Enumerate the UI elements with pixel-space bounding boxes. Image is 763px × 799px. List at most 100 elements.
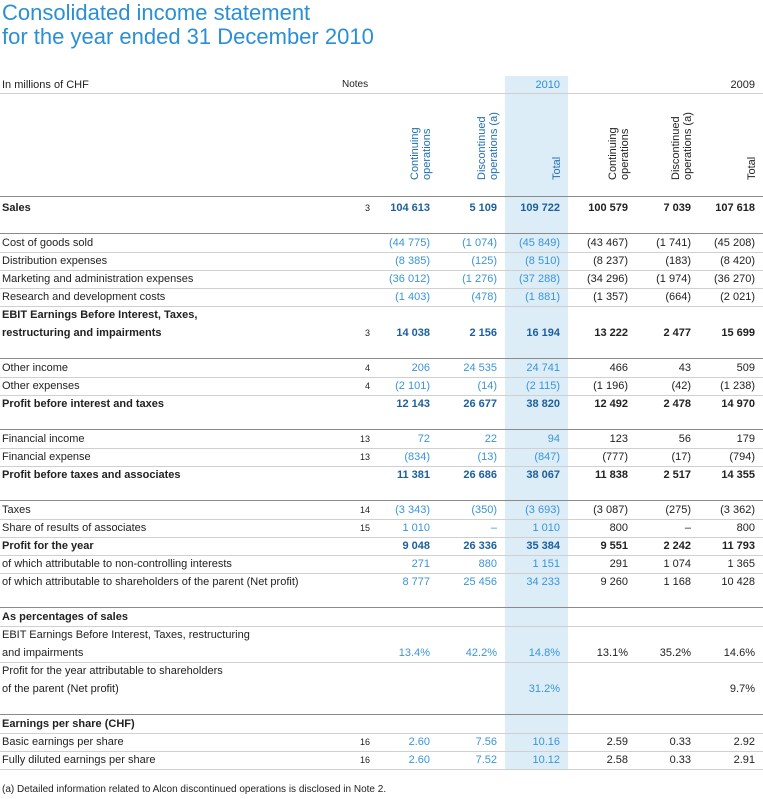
cell: 8 777 [402,576,430,588]
note: 3 [364,203,370,213]
cell: 24 741 [526,362,560,374]
year-header: 2009 [730,79,755,91]
cell: 1 151 [532,558,560,570]
cell: (2 101) [395,380,430,392]
cell: 13.4% [398,647,430,659]
cell: (1 276) [462,273,497,285]
cell: (13) [477,451,497,463]
cell: 43 [678,362,691,374]
note: 4 [364,381,370,391]
cell: 271 [411,558,430,570]
footnote: (a) Detailed information related to Alco… [2,784,387,795]
cell: 56 [678,433,691,445]
cell: 15 699 [721,327,755,339]
row-label: Distribution expenses [2,255,108,267]
cell: (3 693) [525,504,560,516]
row-label: Other expenses [2,380,80,392]
cell: – [684,522,691,534]
row-label: of which attributable to shareholders of… [2,576,299,588]
row-label: Profit before interest and taxes [2,398,164,410]
row-rule [0,751,763,752]
row-label: Earnings per share (CHF) [2,718,135,730]
row-label: Sales [2,202,31,214]
cell: (14) [477,380,497,392]
row-label: Profit for the year attributable to shar… [2,665,223,677]
cell: (8 510) [525,255,560,267]
cell: (2 115) [525,380,560,392]
cell: 24 535 [463,362,497,374]
cell: 2.60 [408,754,430,766]
cell: 11 793 [721,540,755,552]
cell: (17) [671,451,691,463]
cell: 100 579 [588,202,628,214]
row-label: restructuring and impairments [2,327,162,339]
cell: 14.6% [723,647,755,659]
cell: 14 970 [721,398,755,410]
cell: 2.58 [606,754,628,766]
row-label: Financial income [2,433,85,445]
row-label: Fully diluted earnings per share [2,754,156,766]
cell: (36 012) [389,273,430,285]
cell: 1 074 [663,558,691,570]
row-label: and impairments [2,647,84,659]
cell: (1 974) [656,273,691,285]
row-rule [0,395,763,396]
note: 13 [359,434,370,444]
section-rule [0,358,763,359]
cell: (847) [534,451,560,463]
cell: 26 336 [463,540,497,552]
cell: (1 074) [462,237,497,249]
row-label: Financial expense [2,451,91,463]
cell: 107 618 [715,202,755,214]
row-label: EBIT Earnings Before Interest, Taxes, re… [2,629,250,641]
row-label: Profit before taxes and associates [2,469,181,481]
rule [0,196,763,197]
cell: 104 613 [390,202,430,214]
cell: – [490,522,497,534]
cell: 7 039 [663,202,691,214]
row-label: Marketing and administration expenses [2,273,194,285]
cell: 35 384 [526,540,560,552]
row-rule [0,270,763,271]
rule [0,93,763,94]
note: 4 [364,363,370,373]
section-rule [0,500,763,501]
column-header: Total [746,156,758,180]
note: 15 [359,523,370,533]
section-rule [0,714,763,715]
cell: 9 551 [600,540,628,552]
cell: 14.8% [528,647,560,659]
cell: 2.59 [606,736,628,748]
note: 16 [359,737,370,747]
cell: 5 109 [469,202,497,214]
cell: (1 403) [395,291,430,303]
row-label: of which attributable to non-controlling… [2,558,232,570]
year-header: 2010 [535,79,560,91]
cell: 509 [736,362,755,374]
cell: 94 [547,433,560,445]
column-header: Continuing operations [409,127,433,180]
cell: (2 021) [720,291,755,303]
cell: 38 820 [526,398,560,410]
cell: (8 420) [720,255,755,267]
row-label: Other income [2,362,69,374]
cell: 1 365 [727,558,755,570]
cell: (44 775) [389,237,430,249]
cell: 1 010 [532,522,560,534]
note: 14 [359,505,370,515]
row-label: Cost of goods sold [2,237,94,249]
cell: 291 [609,558,628,570]
cell: (275) [665,504,691,516]
cell: (3 087) [593,504,628,516]
cell: (45 208) [714,237,755,249]
cell: 0.33 [669,754,691,766]
cell: 1 010 [402,522,430,534]
row-label: As percentages of sales [2,611,128,623]
title-line: for the year ended 31 December 2010 [2,24,374,49]
cell: 466 [609,362,628,374]
row-rule [0,573,763,574]
cell: (36 270) [714,273,755,285]
section-rule [0,607,763,608]
cell: 2 477 [663,327,691,339]
